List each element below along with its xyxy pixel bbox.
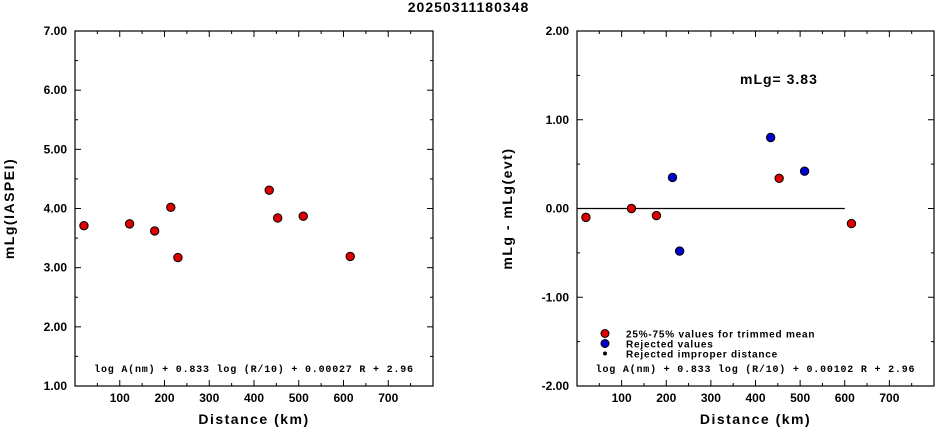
- x-tick-label: 600: [835, 391, 855, 405]
- x-tick-label: 500: [289, 391, 309, 405]
- x-axis-label: Distance (km): [700, 411, 811, 427]
- x-tick-label: 300: [701, 391, 721, 405]
- legend-marker-improper: [603, 351, 607, 356]
- data-point-accepted: [651, 210, 662, 221]
- data-point-accepted: [79, 220, 89, 231]
- x-tick-label: 600: [333, 391, 353, 405]
- x-tick-label: 300: [199, 391, 219, 405]
- x-tick-label: 400: [745, 391, 765, 405]
- data-point-rejected: [667, 172, 678, 183]
- x-tick-label: 200: [656, 391, 676, 405]
- y-tick-label: 3.00: [44, 261, 68, 275]
- y-tick-label: 0.00: [546, 202, 570, 216]
- data-point-rejected: [674, 246, 685, 256]
- legend-label: Rejected improper distance: [626, 350, 778, 361]
- data-point-rejected: [799, 166, 810, 176]
- data-point-accepted: [581, 212, 591, 223]
- legend-marker-rejected: [600, 339, 610, 348]
- y-tick-label: 5.00: [44, 142, 68, 156]
- y-axis-label: mLg(IASPEI): [1, 158, 17, 259]
- figure-title: 20250311180348: [407, 0, 530, 15]
- x-tick-label: 200: [154, 391, 174, 405]
- x-tick-label: 700: [378, 391, 398, 405]
- data-point-accepted: [846, 218, 857, 229]
- y-axis-label: mLg - mLg(evt): [499, 147, 515, 269]
- y-tick-label: 7.00: [44, 24, 68, 38]
- data-point-accepted: [173, 252, 183, 263]
- data-point-accepted: [149, 226, 160, 236]
- x-tick-label: 700: [879, 391, 899, 405]
- x-axis-label: Distance (km): [198, 411, 309, 427]
- plot-frame: [74, 30, 434, 387]
- x-tick-label: 100: [110, 391, 130, 405]
- magnitude-panel: 100 200 300 400 500 600 700 1.00 2.00 3.00 4.00 5.0…: [1, 24, 434, 427]
- magnitude-formula: log A(nm) + 0.833 log (R/10) + 0.00102 R…: [596, 364, 916, 376]
- y-tick-label: 1.00: [546, 113, 570, 127]
- x-tick-label: 100: [612, 391, 632, 405]
- y-tick-label: 1.00: [44, 379, 68, 393]
- data-point-accepted: [264, 185, 274, 195]
- y-tick-label: -2.00: [542, 379, 570, 393]
- legend-label: Rejected values: [626, 340, 714, 351]
- data-point-accepted: [345, 251, 355, 262]
- y-tick-label: 2.00: [44, 320, 68, 334]
- legend-label: 25%-75% values for trimmed mean: [626, 330, 815, 341]
- y-tick-label: 6.00: [44, 83, 68, 97]
- residual-panel: 100 200 300 400 500 600 700 -2.00 -1.00 0.00 1.00 2…: [499, 24, 935, 427]
- y-tick-label: 4.00: [44, 202, 68, 216]
- x-tick-label: 500: [790, 391, 810, 405]
- data-point-accepted: [774, 173, 784, 184]
- y-tick-label: 2.00: [546, 24, 570, 38]
- x-tick-label: 400: [244, 391, 264, 405]
- magnitude-formula: log A(nm) + 0.833 log (R/10) + 0.00027 R…: [94, 364, 414, 376]
- data-point-rejected: [765, 132, 776, 143]
- data-point-accepted: [298, 211, 308, 221]
- data-point-accepted: [273, 213, 283, 223]
- data-point-accepted: [166, 202, 176, 213]
- data-point-accepted: [626, 203, 637, 214]
- legend-marker-accepted: [600, 329, 610, 338]
- data-point-accepted: [124, 219, 135, 229]
- event-magnitude-annotation: mLg= 3.83: [740, 71, 818, 87]
- y-tick-label: -1.00: [542, 290, 570, 304]
